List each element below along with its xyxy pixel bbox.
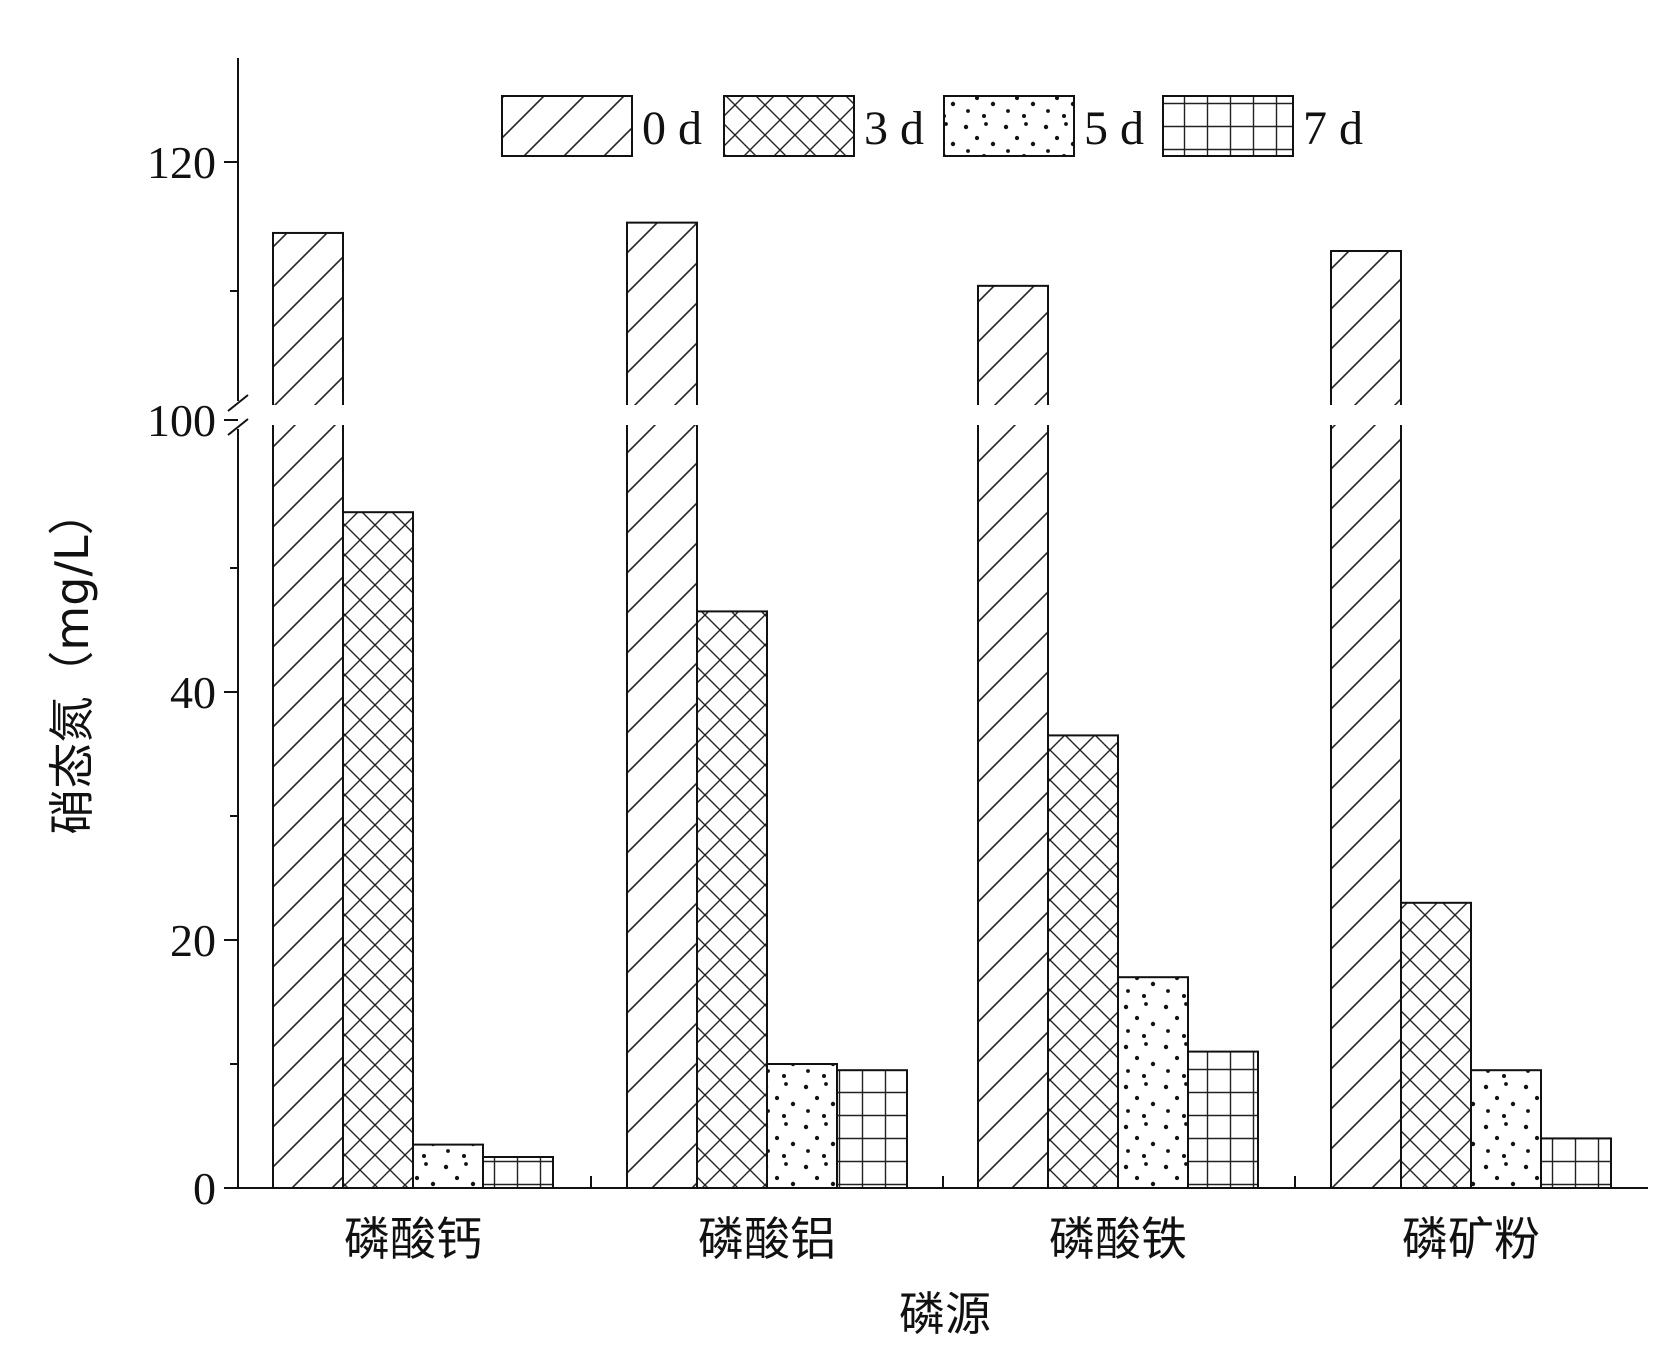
y-axis-title: 硝态氮（mg/L） (45, 489, 99, 834)
legend-label: 3 d (864, 102, 924, 155)
axis-break-gap (625, 405, 699, 425)
y-tick-label: 40 (170, 667, 216, 718)
axes: 0 20 40 100 120 磷酸钙 磷酸铝 磷酸铁 磷矿粉 (147, 58, 1648, 1266)
bar-磷酸铁-7d (1187, 1050, 1259, 1189)
legend-swatch-7d (1162, 95, 1294, 157)
bar-磷酸铝-5d (766, 1063, 838, 1189)
legend: 0 d 3 d 5 d 7 d (501, 95, 1363, 157)
axis-break-gap (1329, 405, 1403, 425)
x-tick-label: 磷矿粉 (1402, 1212, 1540, 1266)
axis-break-mark (227, 418, 249, 436)
bar-磷酸铝-0d (626, 221, 698, 1189)
y-tick-label: 20 (170, 915, 216, 966)
x-tick-label: 磷酸钙 (344, 1212, 482, 1266)
bar-磷酸铁-5d (1117, 976, 1189, 1190)
bar-磷矿粉-3d (1400, 901, 1472, 1189)
x-axis-title: 磷源 (899, 1287, 991, 1341)
axis-break-gap (271, 405, 345, 425)
bar-磷酸钙-5d (412, 1143, 484, 1189)
bar-磷酸铝-3d (696, 610, 768, 1189)
bar-磷酸铁-3d (1047, 734, 1119, 1190)
bars-layer (271, 221, 1612, 1190)
bar-磷酸钙-0d (272, 231, 344, 1189)
bar-磷酸钙-7d (482, 1156, 554, 1189)
legend-swatch-5d (943, 95, 1075, 157)
legend-label: 0 d (642, 102, 702, 155)
axis-break-mark (227, 394, 249, 412)
legend-label: 7 d (1303, 102, 1363, 155)
y-tick-label: 0 (193, 1163, 216, 1214)
bar-磷矿粉-7d (1540, 1137, 1612, 1190)
legend-swatch-3d (723, 95, 855, 157)
legend-swatch-0d (501, 95, 633, 157)
y-tick-label: 120 (147, 137, 216, 188)
bar-磷酸铝-7d (836, 1069, 908, 1189)
bar-磷酸铁-0d (977, 284, 1049, 1189)
legend-label: 5 d (1084, 102, 1144, 155)
y-tick-label: 100 (147, 395, 216, 446)
x-tick-label: 磷酸铝 (698, 1212, 836, 1266)
bar-磷矿粉-0d (1330, 250, 1402, 1189)
bar-磷酸钙-3d (342, 511, 414, 1189)
x-tick-label: 磷酸铁 (1049, 1212, 1187, 1266)
axis-break-gap (976, 405, 1050, 425)
bar-磷矿粉-5d (1470, 1069, 1542, 1189)
